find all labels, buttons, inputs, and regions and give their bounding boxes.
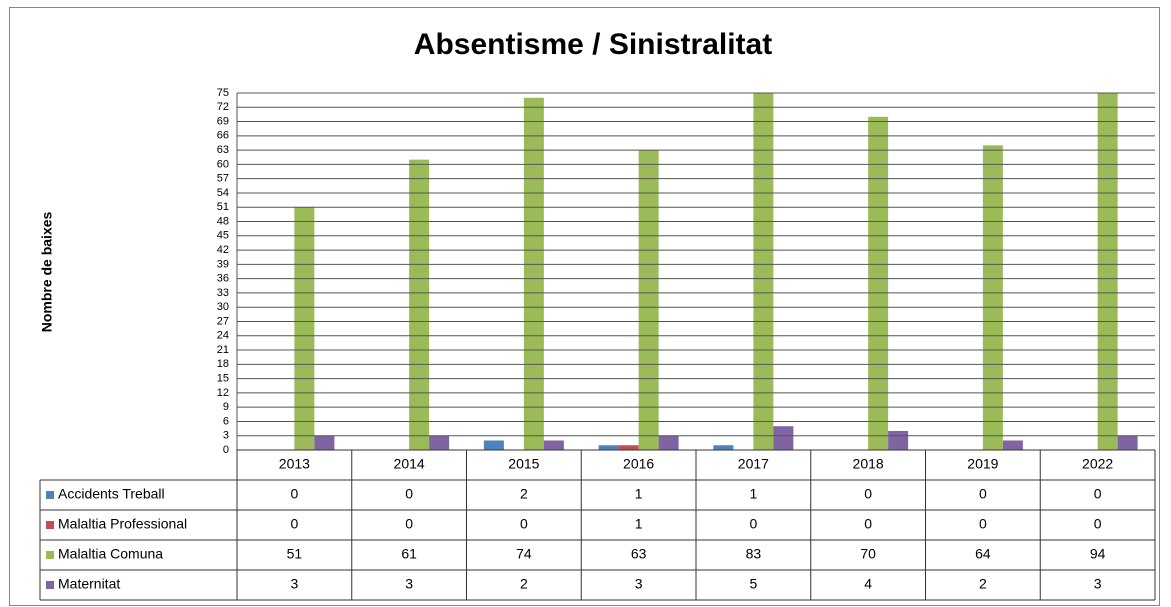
table-value: 3 (405, 576, 413, 592)
table-value: 0 (290, 486, 298, 502)
x-tick-label: 2016 (623, 456, 654, 472)
y-tick-label: 39 (217, 258, 229, 270)
table-value: 3 (635, 576, 643, 592)
table-value: 2 (520, 576, 528, 592)
x-tick-label: 2015 (508, 456, 539, 472)
bar (982, 145, 1003, 450)
y-tick-label: 15 (217, 373, 229, 385)
bar (314, 435, 335, 450)
y-tick-label: 54 (217, 187, 229, 199)
bar (888, 430, 909, 450)
y-tick-label: 72 (217, 101, 229, 113)
table-value: 0 (520, 516, 528, 532)
legend-key (46, 551, 54, 559)
legend-label: Malaltia Comuna (58, 546, 163, 562)
y-tick-label: 0 (223, 444, 229, 456)
bar (523, 97, 544, 450)
x-tick-label: 2017 (738, 456, 769, 472)
legend-label: Accidents Treball (58, 486, 165, 502)
legend-key (46, 521, 54, 529)
bar (294, 207, 315, 450)
bar (429, 435, 450, 450)
x-tick-label: 2018 (853, 456, 884, 472)
table-value: 74 (516, 546, 532, 562)
bar (543, 440, 564, 450)
table-value: 61 (401, 546, 417, 562)
table-value: 5 (749, 576, 757, 592)
y-tick-label: 63 (217, 144, 229, 156)
table-value: 0 (405, 516, 413, 532)
table-value: 63 (631, 546, 647, 562)
bar (868, 116, 889, 450)
chart-title: Absentisme / Sinistralitat (414, 28, 772, 61)
y-axis-label: Nombre de baixes (39, 211, 55, 332)
table-value: 4 (864, 576, 872, 592)
table-value: 94 (1090, 546, 1106, 562)
bar (773, 426, 794, 450)
y-tick-label: 69 (217, 115, 229, 127)
table-value: 0 (290, 516, 298, 532)
table-value: 2 (979, 576, 987, 592)
y-tick-label: 3 (223, 430, 229, 442)
bar (658, 435, 679, 450)
bar (598, 445, 619, 450)
bar (483, 440, 504, 450)
x-tick-label: 2013 (279, 456, 310, 472)
table-value: 64 (975, 546, 991, 562)
bar (1002, 440, 1023, 450)
y-tick-label: 18 (217, 358, 229, 370)
table-value: 1 (635, 486, 643, 502)
table-value: 0 (1094, 486, 1102, 502)
x-tick-label: 2019 (967, 456, 998, 472)
table-value: 51 (287, 546, 303, 562)
y-tick-label: 66 (217, 130, 229, 142)
y-tick-label: 27 (217, 315, 229, 327)
legend-key (46, 491, 54, 499)
y-tick-label: 30 (217, 301, 229, 313)
y-tick-label: 9 (223, 401, 229, 413)
table-value: 0 (864, 486, 872, 502)
table-value: 0 (405, 486, 413, 502)
bar (638, 150, 659, 450)
table-value: 1 (749, 486, 757, 502)
legend-key (46, 581, 54, 589)
bar (713, 445, 734, 450)
y-tick-label: 60 (217, 158, 229, 170)
y-tick-label: 45 (217, 230, 229, 242)
y-tick-label: 36 (217, 273, 229, 285)
table-value: 0 (1094, 516, 1102, 532)
bar (753, 93, 774, 450)
y-tick-label: 21 (217, 344, 229, 356)
y-tick-label: 6 (223, 415, 229, 427)
y-tick-label: 24 (217, 330, 229, 342)
table-value: 70 (860, 546, 876, 562)
bar (409, 159, 430, 450)
table-value: 1 (635, 516, 643, 532)
table-value: 3 (1094, 576, 1102, 592)
table-value: 2 (520, 486, 528, 502)
table-value: 83 (746, 546, 762, 562)
bar (1117, 435, 1138, 450)
y-tick-label: 48 (217, 215, 229, 227)
legend-label: Maternitat (58, 576, 120, 592)
y-tick-label: 51 (217, 201, 229, 213)
y-tick-label: 57 (217, 173, 229, 185)
bar (618, 445, 639, 450)
x-tick-label: 2022 (1082, 456, 1113, 472)
table-value: 3 (290, 576, 298, 592)
bar (1097, 93, 1118, 450)
table-value: 0 (979, 516, 987, 532)
y-tick-label: 42 (217, 244, 229, 256)
y-tick-label: 33 (217, 287, 229, 299)
legend-label: Malaltia Professional (58, 516, 187, 532)
table-value: 0 (979, 486, 987, 502)
y-tick-label: 75 (217, 87, 229, 99)
x-tick-label: 2014 (394, 456, 425, 472)
table-value: 0 (864, 516, 872, 532)
table-value: 0 (749, 516, 757, 532)
y-tick-label: 12 (217, 387, 229, 399)
